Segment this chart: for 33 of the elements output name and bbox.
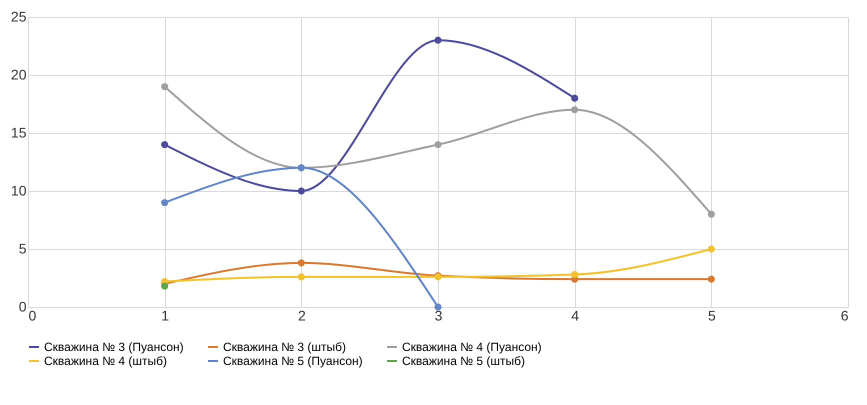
x-tick-label: 4 [571,308,580,324]
legend-label: Скважина № 5 (штыб) [402,354,526,368]
point [298,187,305,195]
point [434,141,442,148]
point [298,259,305,266]
legend-label: Скважина № 3 (штыб) [223,340,346,354]
y-tick-label: 5 [18,240,27,256]
legend-label: Скважина № 3 (Пуансон) [44,340,184,354]
legend-label: Скважина № 4 (Пуансон) [402,340,542,354]
point [571,270,578,278]
point [161,83,168,90]
y-tick-label: 20 [10,66,27,82]
point [161,199,168,206]
point [708,245,715,253]
point [708,276,715,283]
x-tick-label: 1 [161,308,170,324]
y-tick-label: 10 [10,182,27,198]
point [298,273,305,280]
x-tick-label: 3 [434,308,443,324]
point [571,94,578,102]
point [161,141,168,148]
x-tick-label: 6 [840,308,849,324]
point [434,303,442,311]
legend-label: Скважина № 4 (штыб) [44,354,168,368]
point [161,282,168,290]
point [434,36,442,44]
point [708,210,715,218]
legend-label: Скважина № 5 (Пуансон) [223,354,363,368]
point [571,106,578,114]
y-tick-label: 15 [10,124,27,140]
x-tick-label: 5 [708,308,716,324]
x-tick-label: 2 [298,308,306,324]
y-tick-label: 25 [10,8,27,24]
